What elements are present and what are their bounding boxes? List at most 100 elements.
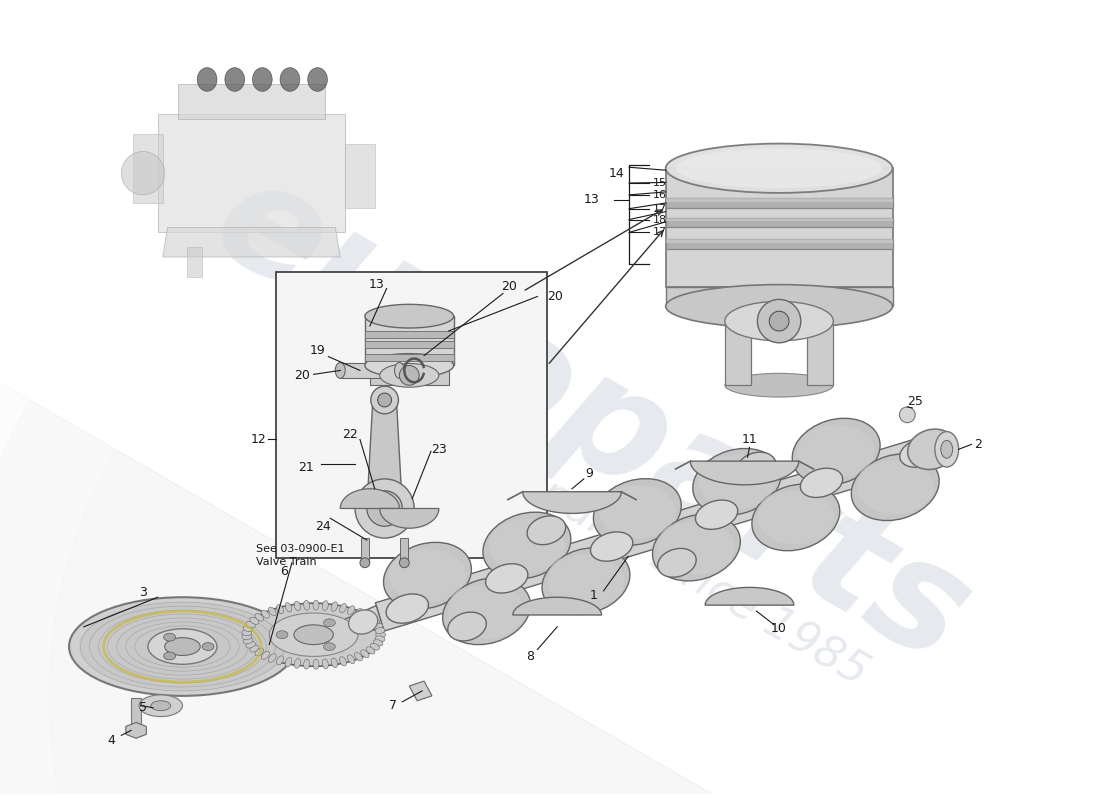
Circle shape <box>367 490 403 526</box>
Ellipse shape <box>442 578 530 645</box>
Polygon shape <box>666 218 892 222</box>
Ellipse shape <box>666 143 892 193</box>
Ellipse shape <box>242 634 252 640</box>
Ellipse shape <box>693 449 781 515</box>
Ellipse shape <box>737 452 775 481</box>
Text: 13: 13 <box>584 194 600 206</box>
Ellipse shape <box>851 454 939 521</box>
Text: 14: 14 <box>608 167 625 180</box>
Ellipse shape <box>371 643 380 650</box>
Ellipse shape <box>386 594 428 623</box>
Text: 8: 8 <box>527 650 535 663</box>
Ellipse shape <box>798 425 875 478</box>
Ellipse shape <box>164 652 176 660</box>
Polygon shape <box>691 461 799 485</box>
Polygon shape <box>379 509 439 528</box>
Polygon shape <box>340 362 399 378</box>
Ellipse shape <box>366 615 375 622</box>
Text: 17: 17 <box>653 204 667 214</box>
Ellipse shape <box>652 514 740 581</box>
Ellipse shape <box>304 659 309 669</box>
Ellipse shape <box>752 484 839 550</box>
Ellipse shape <box>940 441 953 458</box>
Polygon shape <box>409 681 432 701</box>
Polygon shape <box>666 218 892 227</box>
Bar <box>276 272 548 558</box>
Ellipse shape <box>322 659 328 669</box>
Circle shape <box>399 558 409 568</box>
Text: 13: 13 <box>368 278 385 291</box>
Ellipse shape <box>253 68 272 91</box>
Ellipse shape <box>340 603 346 613</box>
Polygon shape <box>365 331 453 338</box>
Polygon shape <box>705 587 794 605</box>
Ellipse shape <box>349 610 377 634</box>
Text: 1: 1 <box>590 590 597 602</box>
Ellipse shape <box>314 600 319 610</box>
Polygon shape <box>125 722 146 738</box>
Ellipse shape <box>675 149 882 188</box>
Polygon shape <box>0 400 1055 800</box>
Ellipse shape <box>331 658 338 668</box>
Text: 7: 7 <box>388 699 396 712</box>
Ellipse shape <box>331 602 338 611</box>
Ellipse shape <box>304 600 309 610</box>
Text: 9: 9 <box>585 467 593 481</box>
Ellipse shape <box>361 650 370 658</box>
Ellipse shape <box>242 630 252 636</box>
Ellipse shape <box>801 468 843 498</box>
Polygon shape <box>361 538 368 562</box>
Circle shape <box>900 407 915 422</box>
Polygon shape <box>806 324 834 386</box>
Text: 23: 23 <box>431 443 447 456</box>
Ellipse shape <box>197 68 217 91</box>
Text: 11: 11 <box>741 433 758 446</box>
Text: 20: 20 <box>500 280 517 293</box>
Ellipse shape <box>285 658 292 667</box>
Text: passion for parts since 1985: passion for parts since 1985 <box>308 342 876 694</box>
Circle shape <box>355 479 415 538</box>
Ellipse shape <box>348 655 355 664</box>
Circle shape <box>769 311 789 331</box>
Ellipse shape <box>389 549 466 602</box>
Text: 20: 20 <box>294 369 310 382</box>
Ellipse shape <box>354 609 362 617</box>
Text: 21: 21 <box>298 461 314 474</box>
Ellipse shape <box>268 607 276 616</box>
Ellipse shape <box>366 646 375 654</box>
Ellipse shape <box>69 598 296 696</box>
Polygon shape <box>365 341 453 348</box>
Ellipse shape <box>935 431 958 467</box>
Ellipse shape <box>758 490 834 544</box>
Text: 17: 17 <box>653 227 667 238</box>
Ellipse shape <box>792 418 880 485</box>
Ellipse shape <box>246 622 255 628</box>
Polygon shape <box>522 492 622 514</box>
Ellipse shape <box>448 612 486 641</box>
Ellipse shape <box>448 584 525 638</box>
Text: 18: 18 <box>653 214 667 225</box>
Ellipse shape <box>262 651 270 659</box>
Text: 12: 12 <box>251 433 266 446</box>
Text: 4: 4 <box>108 734 115 746</box>
Polygon shape <box>365 316 453 366</box>
Text: 20: 20 <box>548 290 563 303</box>
Text: 19: 19 <box>310 344 326 357</box>
Circle shape <box>377 393 392 407</box>
Text: 2: 2 <box>975 438 982 451</box>
Ellipse shape <box>371 619 380 626</box>
Ellipse shape <box>285 602 292 612</box>
Ellipse shape <box>151 701 170 710</box>
Ellipse shape <box>323 642 336 650</box>
Text: 24: 24 <box>316 520 331 533</box>
Polygon shape <box>666 239 892 249</box>
Ellipse shape <box>250 618 258 624</box>
Ellipse shape <box>255 648 264 656</box>
Polygon shape <box>345 143 375 208</box>
Ellipse shape <box>379 363 439 387</box>
Ellipse shape <box>270 613 358 657</box>
Polygon shape <box>177 85 326 119</box>
Text: 5: 5 <box>139 701 147 714</box>
Text: 10: 10 <box>771 622 786 635</box>
Text: europarts: europarts <box>189 144 994 695</box>
